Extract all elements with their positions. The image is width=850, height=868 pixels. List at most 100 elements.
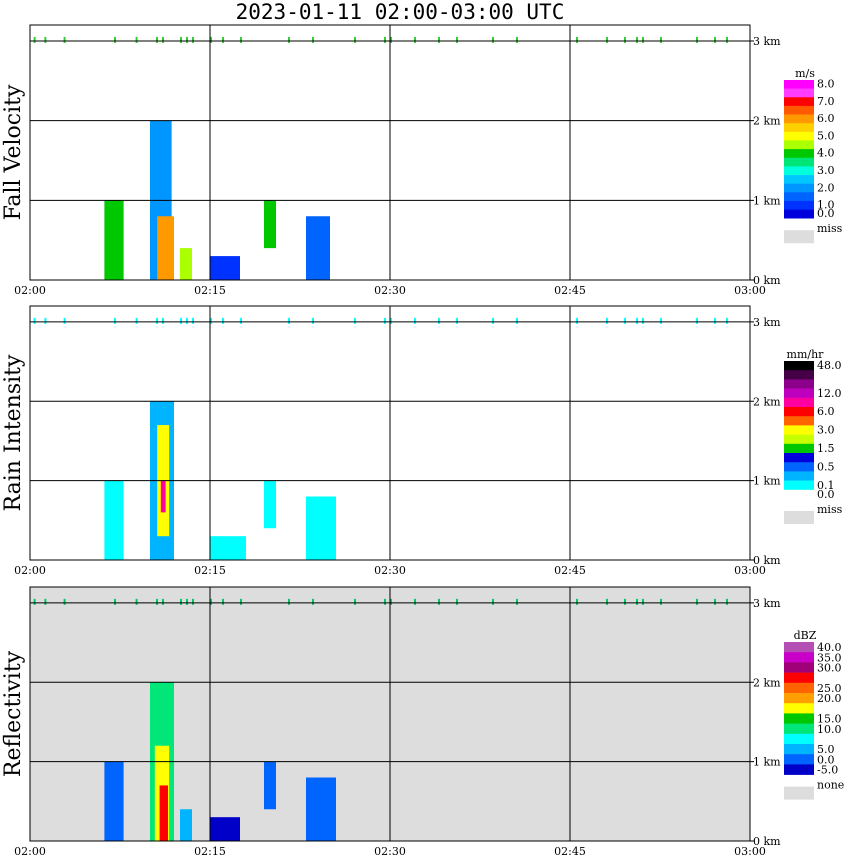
colorbar-label: 0.0 — [817, 488, 835, 501]
cloud-mark — [726, 598, 728, 605]
x-tick-label: 02:30 — [374, 845, 406, 858]
cloud-mark — [63, 317, 66, 324]
cloud-mark — [696, 598, 698, 605]
x-tick-label: 02:30 — [374, 564, 406, 577]
colorbar-label: 1.5 — [817, 442, 835, 455]
cloud-mark — [384, 36, 386, 43]
colorbar-swatch — [784, 733, 814, 745]
colorbar-missing-swatch — [784, 230, 814, 244]
colorbar-label: 6.0 — [817, 405, 835, 418]
colorbar-label: 30.0 — [817, 662, 842, 675]
colorbar-label: 0.0 — [817, 207, 835, 220]
colorbar-missing-label: miss — [817, 503, 843, 516]
colorbar-swatch — [784, 713, 814, 724]
cloud-mark — [288, 317, 290, 324]
cloud-mark — [606, 317, 608, 324]
colorbar-label: 1.0 — [817, 199, 835, 212]
colorbar-missing-label: miss — [817, 222, 843, 235]
cloud-mark — [456, 36, 458, 43]
echo-cell — [210, 536, 246, 560]
cloud-mark — [456, 598, 458, 605]
cloud-mark — [516, 317, 518, 324]
echo-cell — [210, 817, 240, 841]
cloud-mark — [288, 36, 290, 43]
colorbar-swatch — [784, 652, 814, 663]
echo-cell — [306, 777, 336, 841]
cloud-mark — [192, 317, 194, 324]
x-tick-label: 02:00 — [14, 284, 46, 297]
cloud-mark — [114, 36, 116, 43]
cloud-mark — [726, 36, 728, 43]
cloud-mark — [180, 598, 182, 605]
cloud-mark — [156, 317, 158, 324]
cloud-mark — [660, 598, 662, 605]
y-tick-label: 2 km — [753, 395, 781, 408]
x-tick-label: 02:45 — [554, 284, 586, 297]
colorbar-swatch — [784, 703, 814, 714]
cloud-mark — [33, 317, 36, 324]
cloud-mark — [63, 598, 66, 605]
colorbar-swatch — [784, 361, 814, 371]
x-tick-label: 02:45 — [554, 564, 586, 577]
colorbar-swatch — [784, 723, 814, 735]
echo-cell — [264, 480, 276, 529]
colorbar-swatch — [784, 97, 814, 107]
colorbar-label: -5.0 — [817, 764, 838, 777]
cloud-mark — [186, 36, 188, 43]
cloud-mark — [162, 598, 164, 605]
colorbar-swatch — [784, 200, 814, 210]
panel-1: 02:00 02:15 02:30 02:45 03:000 km 1 km 2 km 3 k… — [1, 24, 843, 297]
x-tick-label: 02:15 — [194, 564, 226, 577]
colorbar-swatch — [784, 754, 814, 765]
cloud-mark — [33, 36, 36, 43]
colorbar-swatch — [784, 123, 814, 133]
echo-cell — [157, 216, 174, 280]
colorbar-swatch — [784, 489, 814, 500]
colorbar-label: 6.0 — [817, 112, 835, 125]
cloud-mark — [438, 317, 440, 324]
colorbar-swatch — [784, 388, 814, 399]
cloud-mark — [192, 598, 194, 605]
cloud-mark — [114, 317, 116, 324]
cloud-mark — [390, 36, 392, 43]
cloud-mark — [186, 598, 188, 605]
y-tick-label: 3 km — [753, 35, 781, 48]
cloud-mark — [210, 317, 212, 324]
cloud-mark — [492, 598, 494, 605]
colorbar-label: 7.0 — [817, 95, 835, 108]
plot-frame — [29, 24, 751, 281]
cloud-mark — [414, 598, 416, 605]
cloud-mark — [516, 598, 518, 605]
x-tick-label: 02:15 — [194, 845, 226, 858]
echo-cell — [264, 200, 276, 249]
colorbar-missing-swatch — [784, 786, 814, 800]
cloud-mark — [354, 317, 356, 324]
colorbar-swatch — [784, 682, 814, 694]
cloud-mark — [44, 317, 47, 324]
colorbar-swatch — [784, 407, 814, 417]
colorbar-swatch — [784, 462, 814, 472]
colorbar-swatch — [784, 175, 814, 184]
plot-frame — [29, 305, 751, 561]
cloud-mark — [44, 36, 47, 43]
echo-cell — [180, 248, 192, 280]
cloud-mark — [624, 36, 626, 43]
cloud-mark — [156, 36, 158, 43]
colorbar-swatch — [784, 157, 814, 167]
panel-2: 02:00 02:15 02:30 02:45 03:000 km 1 km 2 km 3 k… — [1, 305, 843, 577]
cloud-mark — [135, 36, 138, 43]
colorbar-swatch — [784, 166, 814, 176]
colorbar-label: 15.0 — [817, 713, 842, 726]
y-tick-label: 3 km — [753, 316, 781, 329]
colorbar-missing-swatch — [784, 511, 814, 524]
cloud-mark — [240, 598, 242, 605]
colorbar-swatch — [784, 764, 814, 775]
cloud-mark — [516, 36, 518, 43]
cloud-mark — [714, 317, 716, 324]
cloud-mark — [44, 598, 47, 605]
cloud-mark — [156, 598, 158, 605]
cloud-mark — [606, 598, 608, 605]
cloud-mark — [222, 36, 224, 43]
cloud-mark — [192, 36, 194, 43]
